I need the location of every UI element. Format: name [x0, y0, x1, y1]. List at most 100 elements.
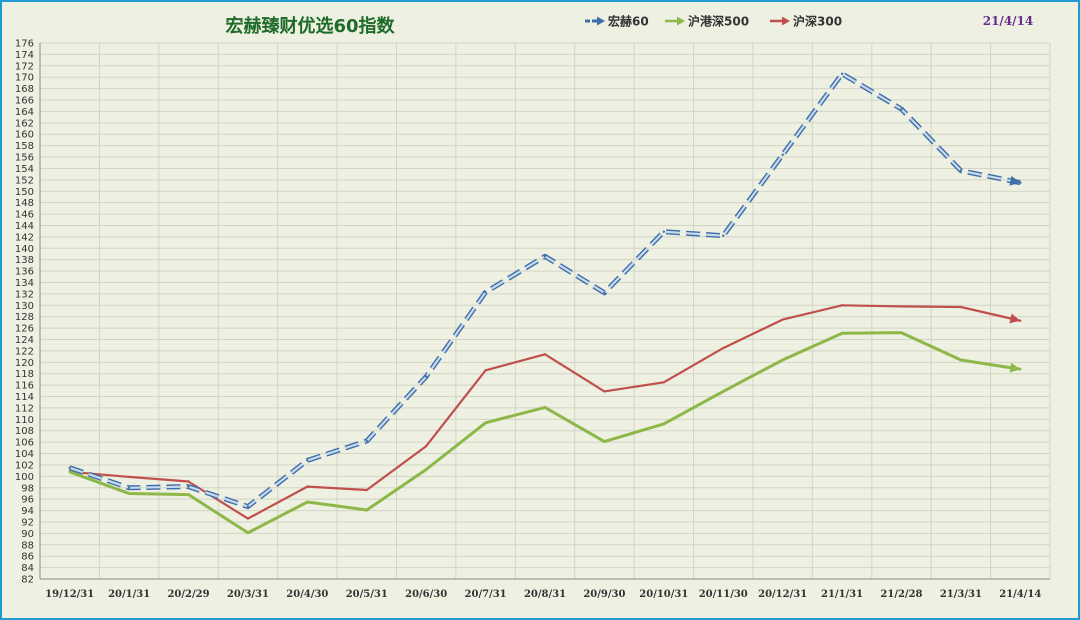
series-0-point: [246, 505, 250, 508]
series-0-point: [68, 466, 71, 470]
series-2-point: [662, 381, 666, 384]
y-tick-label: 176: [15, 39, 34, 50]
series-0-point: [484, 290, 487, 294]
series-2-point: [187, 480, 190, 483]
x-tick-label: 20/6/30: [405, 589, 447, 600]
grid: [39, 42, 1051, 580]
legend-arrow-icon: [597, 16, 605, 26]
y-tick-label: 82: [21, 575, 34, 586]
series-1-point: [187, 493, 190, 496]
y-tick-label: 88: [21, 540, 34, 551]
series-1-point: [484, 421, 487, 424]
series-0-point: [840, 72, 844, 75]
y-tick-label: 154: [15, 164, 34, 175]
series-2-point: [840, 304, 844, 307]
y-tick-label: 118: [15, 369, 34, 380]
series-2-point: [365, 488, 368, 492]
x-tick-label: 20/2/29: [167, 589, 209, 600]
series-1-point: [662, 422, 666, 426]
y-tick-label: 174: [15, 50, 34, 61]
y-tick-label: 156: [15, 153, 34, 164]
series-1-point: [900, 331, 903, 334]
x-tick-label: 21/1/31: [821, 589, 863, 600]
series-2-point: [543, 353, 547, 356]
y-tick-label: 166: [15, 96, 34, 107]
series-2-line: [69, 304, 1021, 520]
y-tick-label: 90: [21, 529, 34, 540]
series-0-point: [722, 234, 725, 237]
series-0-point: [900, 107, 903, 111]
legend-arrow-icon: [677, 16, 685, 26]
series-2-point: [959, 305, 963, 309]
y-tick-label: 148: [15, 198, 34, 209]
y-tick-label: 114: [15, 392, 34, 403]
y-tick-label: 138: [15, 255, 34, 266]
y-tick-label: 122: [15, 346, 34, 357]
y-tick-label: 142: [15, 232, 34, 243]
series-1-point: [365, 508, 368, 512]
series-1-point: [959, 358, 963, 362]
y-tick-label: 144: [15, 221, 34, 232]
series-1-point: [246, 531, 250, 535]
series-0-point: [543, 255, 547, 258]
series-1-point: [306, 500, 309, 504]
y-tick-label: 120: [15, 358, 34, 369]
y-tick-label: 128: [15, 312, 34, 323]
x-tick-label: 20/1/31: [108, 589, 150, 600]
y-tick-label: 130: [15, 301, 34, 312]
y-tick-label: 132: [15, 289, 34, 300]
series-0-arrowhead: [1009, 175, 1021, 186]
x-tick-label: 20/7/31: [465, 589, 507, 600]
series-1-arrowhead: [1009, 362, 1021, 373]
y-tick-label: 92: [21, 517, 34, 528]
series-0-point: [187, 485, 190, 488]
y-tick-label: 140: [15, 244, 34, 255]
series-0-point: [424, 375, 428, 378]
series-2-point: [246, 517, 250, 520]
y-tick-label: 108: [15, 426, 34, 437]
y-tick-label: 150: [15, 187, 34, 198]
y-tick-label: 158: [15, 141, 34, 152]
series-0-point: [306, 459, 309, 462]
series-1-point: [603, 440, 606, 443]
x-tick-label: 20/10/31: [639, 589, 688, 600]
series-0-point: [127, 486, 131, 489]
series-0-point: [959, 169, 963, 172]
legend-label: 宏赫60: [608, 14, 649, 29]
series-2-point: [306, 485, 309, 488]
x-tick-label: 20/3/31: [227, 589, 269, 600]
y-tick-label: 106: [15, 438, 34, 449]
y-tick-label: 164: [15, 107, 34, 118]
y-tick-label: 100: [15, 472, 34, 483]
y-tick-label: 126: [15, 324, 34, 335]
series-2-arrowhead: [1009, 313, 1021, 324]
x-axis: 19/12/31 20/1/31 20/2/29 20/3/31 20/4/30 20/5…: [45, 589, 1041, 600]
series-0-point: [365, 439, 368, 443]
y-tick-label: 98: [21, 483, 34, 494]
series-1-point: [722, 390, 725, 393]
x-tick-label: 20/8/31: [524, 589, 566, 600]
legend-label: 沪深300: [793, 14, 842, 29]
series-2-point: [900, 305, 903, 308]
chart-title: 宏赫臻财优选60指数: [225, 15, 395, 37]
x-tick-label: 21/4/14: [999, 589, 1041, 600]
series-1-point: [424, 468, 428, 471]
y-tick-label: 170: [15, 73, 34, 84]
y-tick-label: 104: [15, 449, 34, 460]
x-tick-label: 20/4/30: [286, 589, 328, 600]
series-1-point: [68, 470, 71, 473]
series-1-point: [127, 492, 131, 495]
x-tick-label: 20/12/31: [758, 589, 807, 600]
y-tick-label: 168: [15, 84, 34, 95]
legend-arrow-icon: [782, 16, 790, 26]
series-1-point: [1019, 367, 1022, 371]
series-0-point: [781, 153, 784, 156]
y-tick-label: 102: [15, 460, 34, 471]
series-0-point: [662, 230, 666, 233]
series-2-point: [424, 444, 428, 448]
y-tick-label: 160: [15, 130, 34, 141]
series-layer: [68, 71, 1022, 535]
y-tick-label: 94: [21, 506, 34, 517]
series-1-point: [543, 406, 547, 409]
